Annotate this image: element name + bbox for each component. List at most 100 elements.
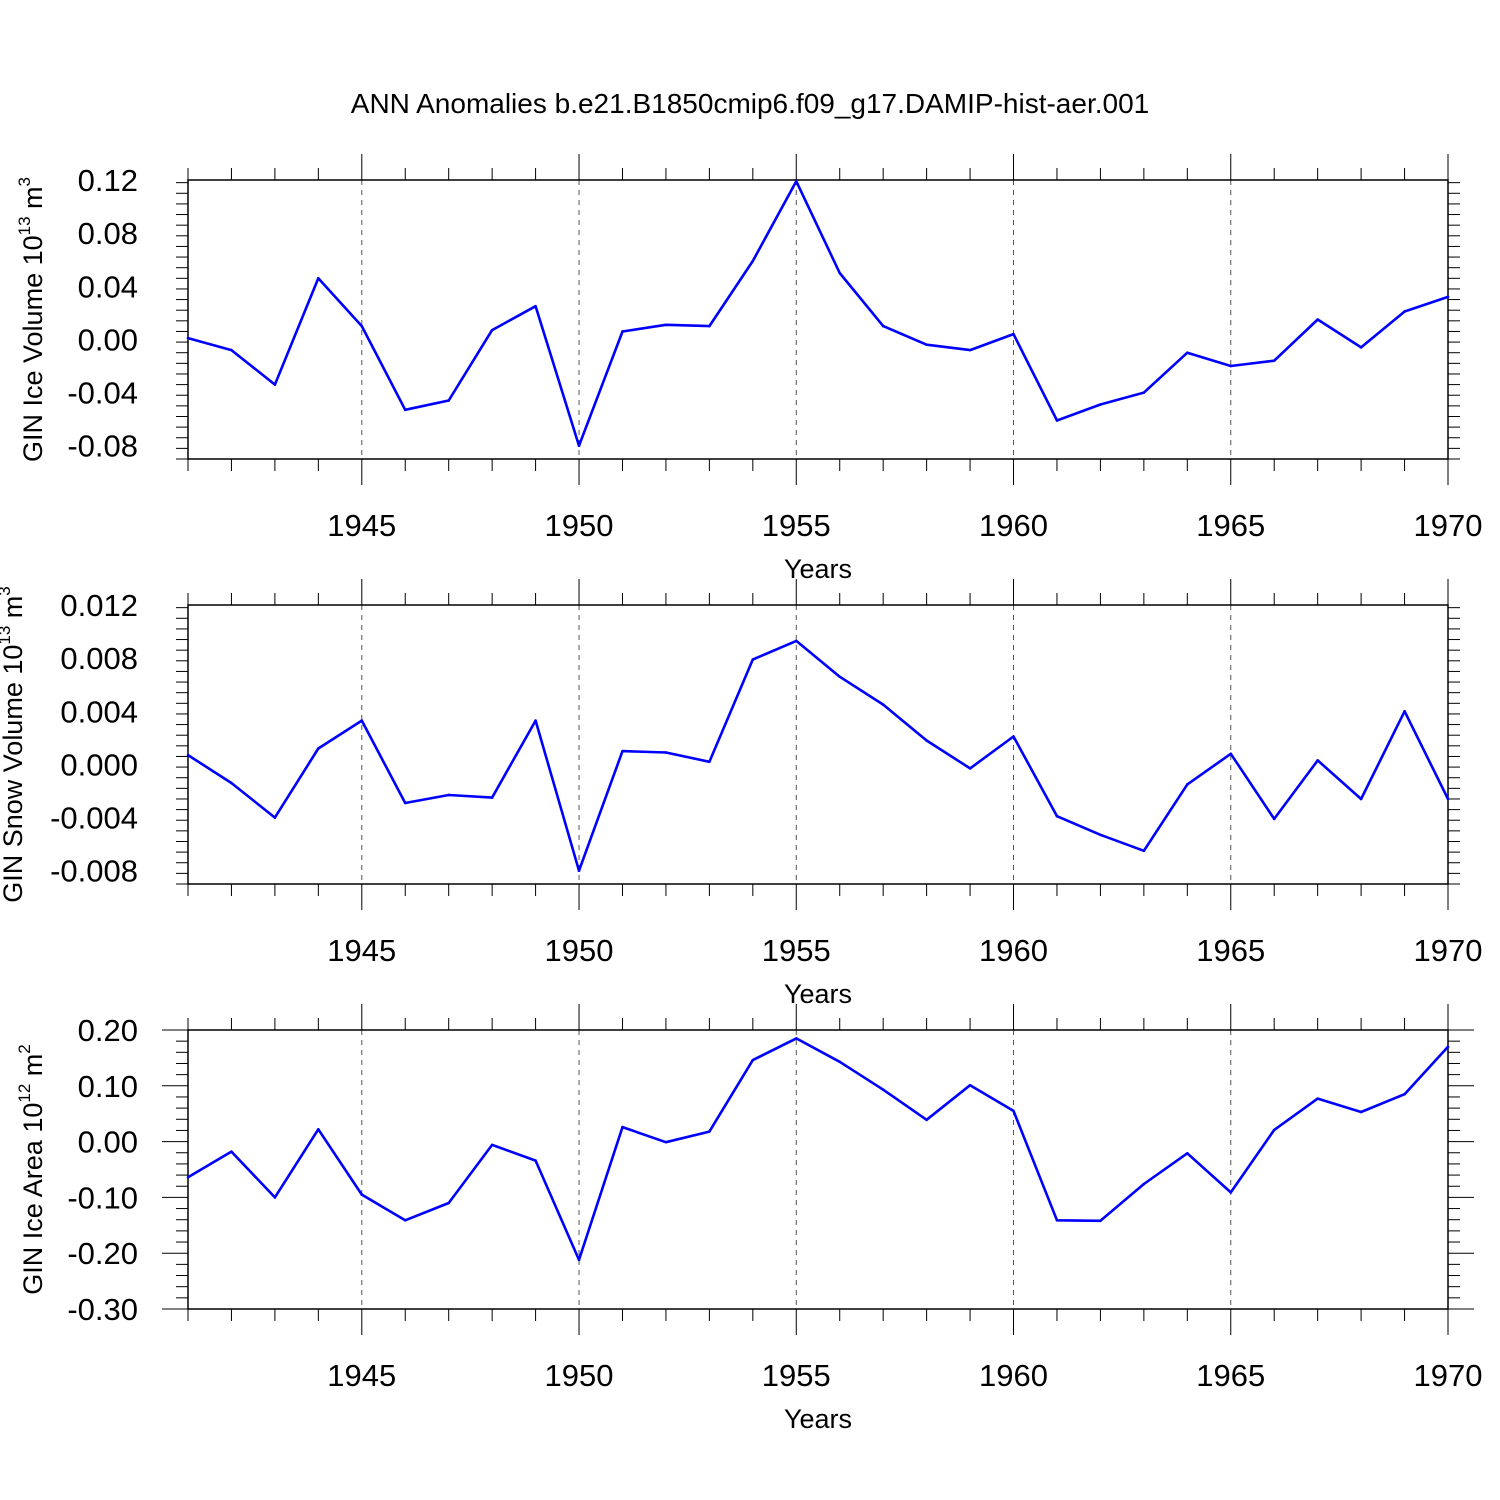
x-tick-label: 1950 xyxy=(545,508,614,543)
y-tick-label: -0.004 xyxy=(50,801,138,836)
data-point xyxy=(186,1176,190,1179)
y-tick-label: 0.004 xyxy=(60,694,138,729)
y-tick-label: 0.008 xyxy=(60,641,138,676)
data-point xyxy=(1446,797,1450,801)
x-tick-label: 1950 xyxy=(545,933,614,968)
data-point xyxy=(1012,332,1015,336)
data-point xyxy=(1272,1128,1276,1132)
data-point xyxy=(881,703,885,706)
data-point xyxy=(577,444,581,448)
y-tick-label: 0.08 xyxy=(78,216,138,251)
x-tick-label: 1960 xyxy=(979,1358,1048,1393)
x-tick-label: 1945 xyxy=(327,1358,396,1393)
data-point xyxy=(490,796,494,799)
y-tick-label: 0.012 xyxy=(60,588,138,623)
data-point xyxy=(751,658,755,661)
data-point xyxy=(794,1037,798,1040)
data-point xyxy=(794,639,798,643)
x-tick-label: 1960 xyxy=(979,508,1048,543)
data-point xyxy=(1186,351,1189,355)
y-tick-label: 0.00 xyxy=(78,322,138,357)
data-point xyxy=(317,747,320,750)
data-point xyxy=(534,1159,537,1162)
data-point xyxy=(577,869,581,873)
x-tick-label: 1965 xyxy=(1196,933,1265,968)
data-point xyxy=(317,1128,320,1131)
data-point xyxy=(968,1083,972,1087)
x-tick-label: 1955 xyxy=(762,1358,831,1393)
data-point xyxy=(968,348,972,352)
data-point xyxy=(621,749,624,753)
data-point xyxy=(1055,814,1059,818)
x-tick-label: 1965 xyxy=(1196,1358,1265,1393)
data-point xyxy=(664,751,668,754)
data-point xyxy=(751,1058,755,1062)
data-point xyxy=(881,324,885,328)
y-tick-label: -0.10 xyxy=(67,1180,138,1215)
y-tick-label: -0.04 xyxy=(67,376,138,411)
data-point xyxy=(1272,359,1276,362)
data-point xyxy=(1403,310,1406,313)
y-tick-label: 0.00 xyxy=(78,1125,138,1160)
data-point xyxy=(1099,403,1102,406)
x-tick-label: 1945 xyxy=(327,508,396,543)
data-point xyxy=(1099,833,1102,837)
data-point xyxy=(403,801,407,805)
data-point xyxy=(708,1130,711,1133)
data-point xyxy=(621,1125,624,1129)
y-tick-label: 0.12 xyxy=(78,163,138,198)
data-point xyxy=(838,675,842,679)
x-axis-title: Years xyxy=(784,979,852,1009)
series-line xyxy=(187,1037,1449,1262)
data-point xyxy=(1186,783,1189,786)
data-point xyxy=(1142,849,1146,853)
y-tick-label: 0.000 xyxy=(60,747,138,782)
data-point xyxy=(317,277,320,280)
y-tick-label: -0.20 xyxy=(67,1236,138,1271)
data-point xyxy=(1099,1219,1102,1223)
data-point xyxy=(1142,1182,1146,1186)
data-point xyxy=(1316,318,1319,321)
chart-panel-3: -0.30 -0.20 -0.10 0.00 0.10 0.20 1945 1950 1955 1… xyxy=(15,1004,1482,1434)
data-point xyxy=(360,719,364,722)
data-point xyxy=(273,1196,277,1199)
y-tick-label: 0.20 xyxy=(78,1013,138,1048)
x-tick-label: 1955 xyxy=(762,933,831,968)
data-point xyxy=(1403,709,1406,713)
x-tick-label: 1955 xyxy=(762,508,831,543)
data-point xyxy=(968,767,972,770)
series-line xyxy=(187,639,1450,873)
data-point xyxy=(1359,797,1363,801)
data-point xyxy=(1012,735,1015,738)
data-point xyxy=(577,1258,581,1262)
data-point xyxy=(273,816,277,819)
y-tick-label: 0.10 xyxy=(78,1069,138,1104)
data-point xyxy=(925,739,928,742)
data-point xyxy=(1229,364,1233,368)
y-tick-label: -0.08 xyxy=(67,429,138,464)
chart-panel-2: -0.008 -0.004 0.000 0.004 0.008 0.012 1945 1950… xyxy=(0,579,1482,1009)
data-point xyxy=(1142,391,1146,394)
data-point xyxy=(708,760,711,764)
data-point xyxy=(1055,419,1059,422)
data-point xyxy=(186,753,190,757)
data-point xyxy=(403,408,407,412)
y-axis-title: GIN Snow Volume 1013 m3 xyxy=(0,586,28,903)
x-tick-label: 1950 xyxy=(545,1358,614,1393)
data-point xyxy=(621,330,624,333)
data-point xyxy=(1186,1152,1189,1155)
plot-frame xyxy=(187,1029,1449,1310)
chart-panel-1: -0.08 -0.04 0.00 0.04 0.08 0.12 1945 1950 1955 19… xyxy=(15,154,1482,584)
data-point xyxy=(1446,1045,1450,1049)
x-axis-title: Years xyxy=(784,554,852,584)
y-tick-label: -0.008 xyxy=(50,854,138,889)
data-point xyxy=(1316,1097,1319,1100)
y-axis-title: GIN Ice Volume 1013 m3 xyxy=(15,177,48,462)
data-point xyxy=(881,1088,885,1092)
figure-title: ANN Anomalies b.e21.B1850cmip6.f09_g17.D… xyxy=(350,88,1150,119)
data-point xyxy=(1229,752,1233,756)
y-axis-title: GIN Ice Area 1012 m2 xyxy=(15,1044,48,1295)
data-point xyxy=(230,781,233,785)
x-tick-label: 1965 xyxy=(1196,508,1265,543)
y-tick-label: 0.04 xyxy=(78,269,138,304)
